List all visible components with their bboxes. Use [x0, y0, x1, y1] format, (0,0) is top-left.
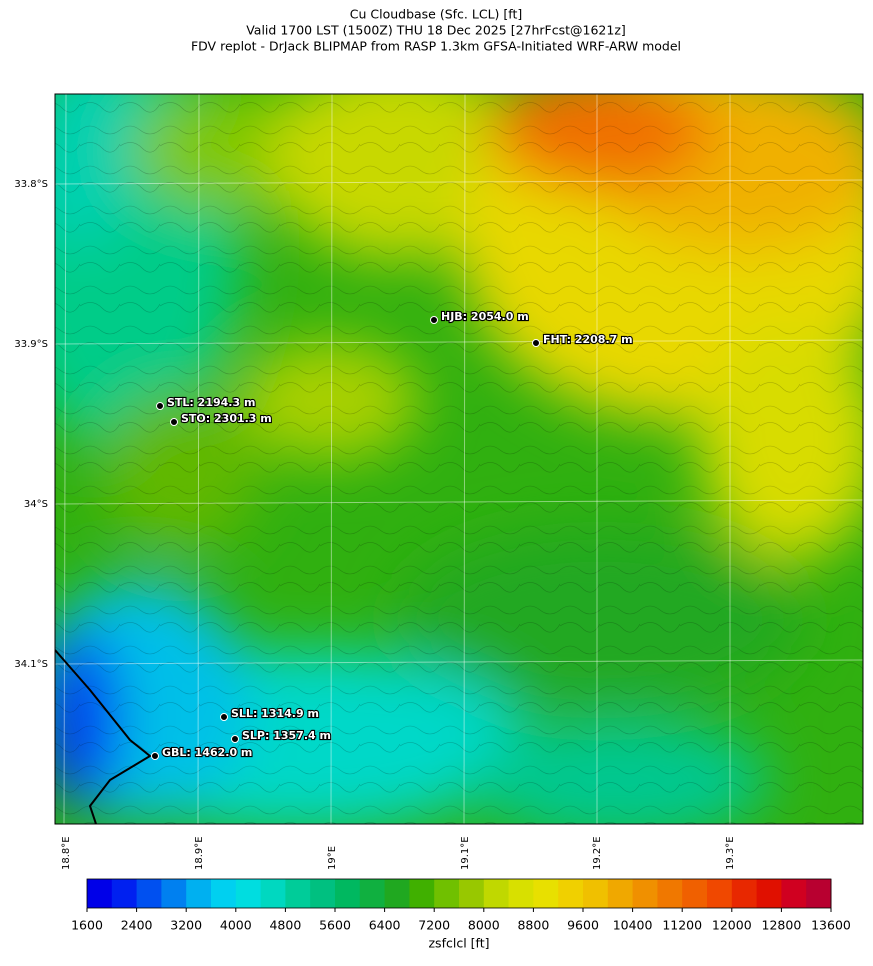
colorbar-tick-label: 6400	[369, 918, 401, 933]
colorbar-segment	[459, 879, 485, 908]
colorbar-segment	[756, 879, 782, 908]
station-label: SLL: 1314.9 m	[231, 707, 319, 720]
colorbar-segment	[781, 879, 807, 908]
colorbar-segment	[285, 879, 311, 908]
title-line: Cu Cloudbase (Sfc. LCL) [ft]	[350, 7, 522, 22]
station-label: HJB: 2054.0 m	[441, 310, 529, 323]
lon-label: 19.1°E	[460, 836, 471, 870]
station-dot	[170, 418, 178, 426]
colorbar-segment	[310, 879, 336, 908]
colorbar-segment	[434, 879, 460, 908]
colorbar-segment	[682, 879, 708, 908]
lon-label: 18.8°E	[61, 836, 72, 870]
colorbar-segment	[806, 879, 832, 908]
colorbar-tick-label: 13600	[811, 918, 851, 933]
station-label: STO: 2301.3 m	[181, 412, 272, 425]
colorbar-segment	[533, 879, 559, 908]
colorbar-tick-label: 8800	[517, 918, 549, 933]
lon-label: 19.2°E	[592, 836, 603, 870]
colorbar-segment	[260, 879, 286, 908]
colorbar-segment	[384, 879, 410, 908]
colorbar-tick-label: 1600	[71, 918, 103, 933]
station-dot	[220, 713, 228, 721]
colorbar-segment	[657, 879, 683, 908]
colorbar-segment	[583, 879, 609, 908]
colorbar-segment	[136, 879, 162, 908]
station-dot	[231, 735, 239, 743]
colorbar-tick-label: 12800	[762, 918, 802, 933]
station-label: GBL: 1462.0 m	[162, 746, 252, 759]
colorbar-tick-label: 2400	[121, 918, 153, 933]
colorbar-tick-label: 3200	[170, 918, 202, 933]
colorbar-segment	[558, 879, 584, 908]
station-dot	[532, 339, 540, 347]
lon-label: 19.3°E	[725, 836, 736, 870]
colorbar-tick-label: 11200	[662, 918, 702, 933]
station-label: STL: 2194.3 m	[167, 396, 255, 409]
map-field	[55, 94, 863, 824]
station-dot	[151, 752, 159, 760]
colorbar-segment	[335, 879, 361, 908]
station-dot	[430, 316, 438, 324]
colorbar-frame	[86, 878, 832, 909]
lat-label: 34°S	[24, 499, 48, 510]
colorbar-tick-label: 12000	[712, 918, 752, 933]
colorbar-tick-label: 10400	[613, 918, 653, 933]
lat-label: 33.9°S	[14, 339, 48, 350]
title-line: FDV replot - DrJack BLIPMAP from RASP 1.…	[191, 39, 681, 54]
colorbar-tick-label: 7200	[418, 918, 450, 933]
station-label: SLP: 1357.4 m	[242, 729, 331, 742]
colorbar-segment	[111, 879, 138, 908]
lon-label: 18.9°E	[194, 836, 205, 870]
colorbar-segment	[211, 879, 237, 908]
colorbar-segment	[161, 879, 187, 908]
colorbar-label: zsfclcl [ft]	[429, 936, 490, 951]
colorbar-segment	[632, 879, 658, 908]
colorbar-segment	[235, 879, 262, 908]
colorbar-segment	[87, 879, 113, 908]
colorbar-tick-label: 9600	[567, 918, 599, 933]
colorbar-segment	[409, 879, 435, 908]
colorbar-segment	[186, 879, 212, 908]
station-dot	[156, 402, 164, 410]
colorbar-segment	[483, 879, 510, 908]
colorbar-segment	[607, 879, 634, 908]
colorbar-tick-label: 8000	[468, 918, 500, 933]
title-line: Valid 1700 LST (1500Z) THU 18 Dec 2025 […	[246, 23, 626, 38]
colorbar-tick-label: 4000	[220, 918, 252, 933]
colorbar-segment	[508, 879, 534, 908]
colorbar-tick-label: 5600	[319, 918, 351, 933]
lat-label: 34.1°S	[14, 659, 48, 670]
station-label: FHT: 2208.7 m	[543, 333, 633, 346]
colorbar-segment	[359, 879, 386, 908]
lon-label: 19°E	[327, 846, 338, 870]
colorbar-segment	[707, 879, 733, 908]
lat-label: 33.8°S	[14, 179, 48, 190]
colorbar-tick-label: 4800	[269, 918, 301, 933]
colorbar-segment	[731, 879, 758, 908]
